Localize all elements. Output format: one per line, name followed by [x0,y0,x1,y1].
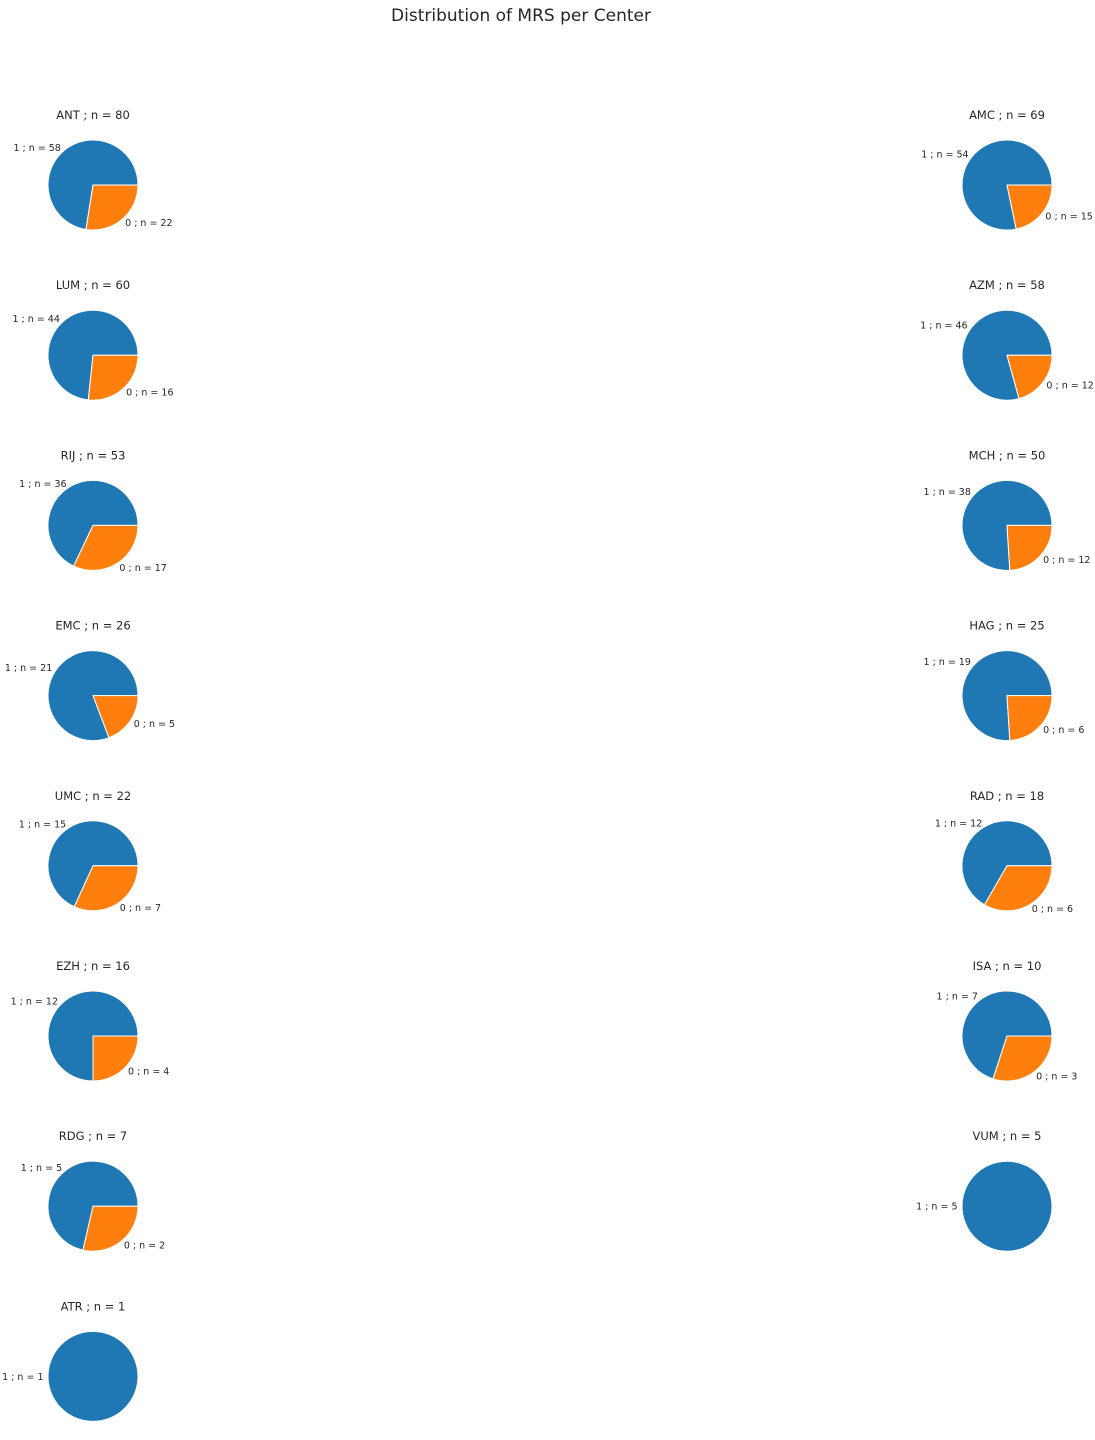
pie-label-rij-0: 0 ; n = 17 [119,563,166,574]
pie-atr: ATR ; n = 1 1 ; n = 1 [2,1299,139,1422]
pie-title-ant: ANT ; n = 80 [56,108,130,122]
pie-ant: ANT ; n = 80 1 ; n = 58 0 ; n = 22 [13,108,173,231]
pie-slice-amc-0 [1006,184,1053,230]
pie-slice-isa-1 [961,990,1053,1080]
pie-label-amc-0: 0 ; n = 15 [1045,212,1092,223]
pie-label-atr-1: 1 ; n = 1 [2,1372,43,1383]
pie-label-hag-1: 1 ; n = 19 [924,657,971,668]
pie-rdg: RDG ; n = 7 1 ; n = 5 0 ; n = 2 [21,1129,165,1252]
pie-label-ant-0: 0 ; n = 22 [125,218,172,229]
pie-title-ezh: EZH ; n = 16 [56,959,130,973]
pie-title-rij: RIJ ; n = 53 [61,448,126,462]
pie-slice-mch-0 [1006,524,1053,571]
pie-slice-umc-0 [73,865,139,912]
pie-slice-rdg-0 [82,1205,139,1252]
pie-label-amc-1: 1 ; n = 54 [921,149,968,160]
pie-label-azm-0: 0 ; n = 12 [1046,381,1093,392]
pie-title-lum: LUM ; n = 60 [56,278,130,292]
pie-mch: MCH ; n = 50 1 ; n = 38 0 ; n = 12 [924,448,1090,571]
pie-title-emc: EMC ; n = 26 [55,619,130,633]
pie-slice-emc-0 [92,695,139,739]
pie-label-rdg-0: 0 ; n = 2 [124,1240,165,1251]
pie-label-ant-1: 1 ; n = 58 [13,143,60,154]
pie-slice-hag-0 [1006,695,1053,742]
pie-rij: RIJ ; n = 53 1 ; n = 36 0 ; n = 17 [19,448,167,573]
pie-ezh: EZH ; n = 16 1 ; n = 12 0 ; n = 4 [11,959,169,1082]
pie-slice-umc-1 [47,820,139,908]
pie-umc: UMC ; n = 22 1 ; n = 15 0 ; n = 7 [19,789,161,914]
pie-isa: ISA ; n = 10 1 ; n = 7 0 ; n = 3 [937,959,1078,1083]
pie-slice-rij-1 [47,479,139,567]
pie-hag: HAG ; n = 25 1 ; n = 19 0 ; n = 6 [924,619,1084,742]
pie-title-amc: AMC ; n = 69 [969,108,1045,122]
pie-label-ezh-0: 0 ; n = 4 [128,1067,169,1078]
pie-label-mch-1: 1 ; n = 38 [924,487,971,498]
pie-slice-ezh-1 [47,990,139,1082]
pie-label-emc-0: 0 ; n = 5 [134,719,175,730]
pie-slice-lum-0 [87,354,139,401]
pie-label-rad-0: 0 ; n = 6 [1032,904,1073,915]
pie-slice-azm-0 [1006,354,1053,400]
pie-slice-isa-0 [992,1035,1053,1082]
pie-title-rad: RAD ; n = 18 [970,789,1044,803]
pie-slice-rdg-1 [47,1160,139,1251]
pie-label-azm-1: 1 ; n = 46 [920,321,967,332]
pie-emc: EMC ; n = 26 1 ; n = 21 0 ; n = 5 [5,619,175,742]
figure-title: Distribution of MRS per Center [391,6,651,26]
pie-slice-vum-1 [961,1160,1053,1252]
pie-title-isa: ISA ; n = 10 [973,959,1042,973]
pie-grid: ANT ; n = 80 1 ; n = 58 0 ; n = 22 AMC ; n … [2,108,1094,1422]
pie-title-rdg: RDG ; n = 7 [59,1129,128,1143]
pie-label-rij-1: 1 ; n = 36 [19,479,66,490]
pie-label-isa-1: 1 ; n = 7 [937,991,978,1002]
pie-lum: LUM ; n = 60 1 ; n = 44 0 ; n = 16 [12,278,174,401]
pie-rad: RAD ; n = 18 1 ; n = 12 0 ; n = 6 [935,789,1073,915]
pie-label-isa-0: 0 ; n = 3 [1036,1072,1077,1083]
pie-slice-rij-0 [73,524,139,571]
pie-title-azm: AZM ; n = 58 [969,278,1045,292]
pie-title-vum: VUM ; n = 5 [973,1129,1042,1143]
pie-label-vum-1: 1 ; n = 5 [916,1202,957,1213]
pie-title-mch: MCH ; n = 50 [969,448,1046,462]
pie-label-lum-1: 1 ; n = 44 [12,314,59,325]
pie-label-emc-1: 1 ; n = 21 [5,663,52,674]
pie-slice-ant-0 [85,184,139,231]
pie-label-umc-0: 0 ; n = 7 [120,903,161,914]
pie-label-rad-1: 1 ; n = 12 [935,818,982,829]
pie-label-lum-0: 0 ; n = 16 [126,387,173,398]
pie-label-mch-0: 0 ; n = 12 [1043,555,1090,566]
pie-vum: VUM ; n = 5 1 ; n = 5 [916,1129,1053,1252]
pie-title-atr: ATR ; n = 1 [61,1299,126,1313]
pie-label-ezh-1: 1 ; n = 12 [11,997,58,1008]
pie-amc: AMC ; n = 69 1 ; n = 54 0 ; n = 15 [921,108,1093,231]
pie-slice-atr-1 [47,1330,139,1422]
pie-label-umc-1: 1 ; n = 15 [19,820,66,831]
pie-title-umc: UMC ; n = 22 [55,789,131,803]
pie-slice-rad-0 [984,865,1053,912]
pie-slice-rad-1 [961,820,1053,906]
pie-label-hag-0: 0 ; n = 6 [1043,725,1084,736]
pie-title-hag: HAG ; n = 25 [969,619,1044,633]
pie-slice-emc-1 [47,650,139,742]
pie-slice-ezh-0 [92,1035,139,1082]
pie-azm: AZM ; n = 58 1 ; n = 46 0 ; n = 12 [920,278,1094,401]
pie-label-rdg-1: 1 ; n = 5 [21,1163,62,1174]
